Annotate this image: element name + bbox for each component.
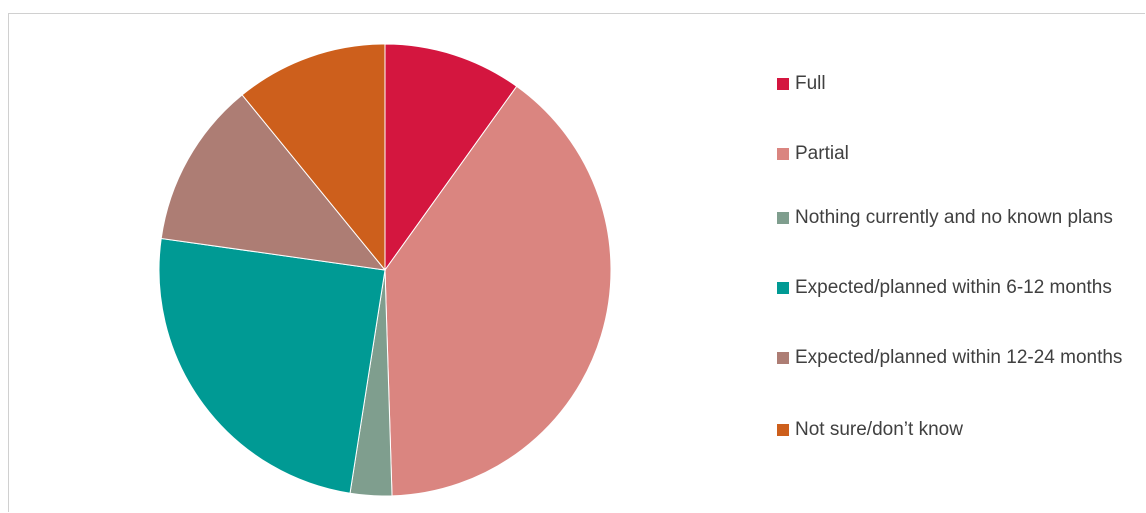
legend-label: Full [795,73,826,94]
legend-item: Partial [777,139,1137,168]
pie-slice [384,43,518,272]
pie-slice [158,237,386,494]
legend-item: Nothing currently and no known plans [777,203,1137,232]
pie-slice [241,43,386,272]
legend-item: Not sure/don’t know [777,415,1137,444]
legend-swatch [777,282,789,294]
legend-label: Partial [795,143,849,164]
pie-slice [384,85,612,497]
legend-swatch [777,212,789,224]
legend-swatch [777,78,789,90]
legend-item: Expected/planned within 12-24 months [777,343,1137,372]
pie-slice [160,94,387,271]
legend-item: Full [777,69,1137,98]
chart-frame [8,13,1145,512]
legend-item: Expected/planned within 6-12 months [777,273,1137,302]
legend-label: Expected/planned within 6-12 months [795,277,1112,298]
legend-swatch [777,424,789,436]
legend-label: Expected/planned within 12-24 months [795,347,1123,368]
legend-label: Not sure/don’t know [795,419,963,440]
legend-swatch [777,148,789,160]
legend-label: Nothing currently and no known plans [795,207,1113,228]
legend-swatch [777,352,789,364]
